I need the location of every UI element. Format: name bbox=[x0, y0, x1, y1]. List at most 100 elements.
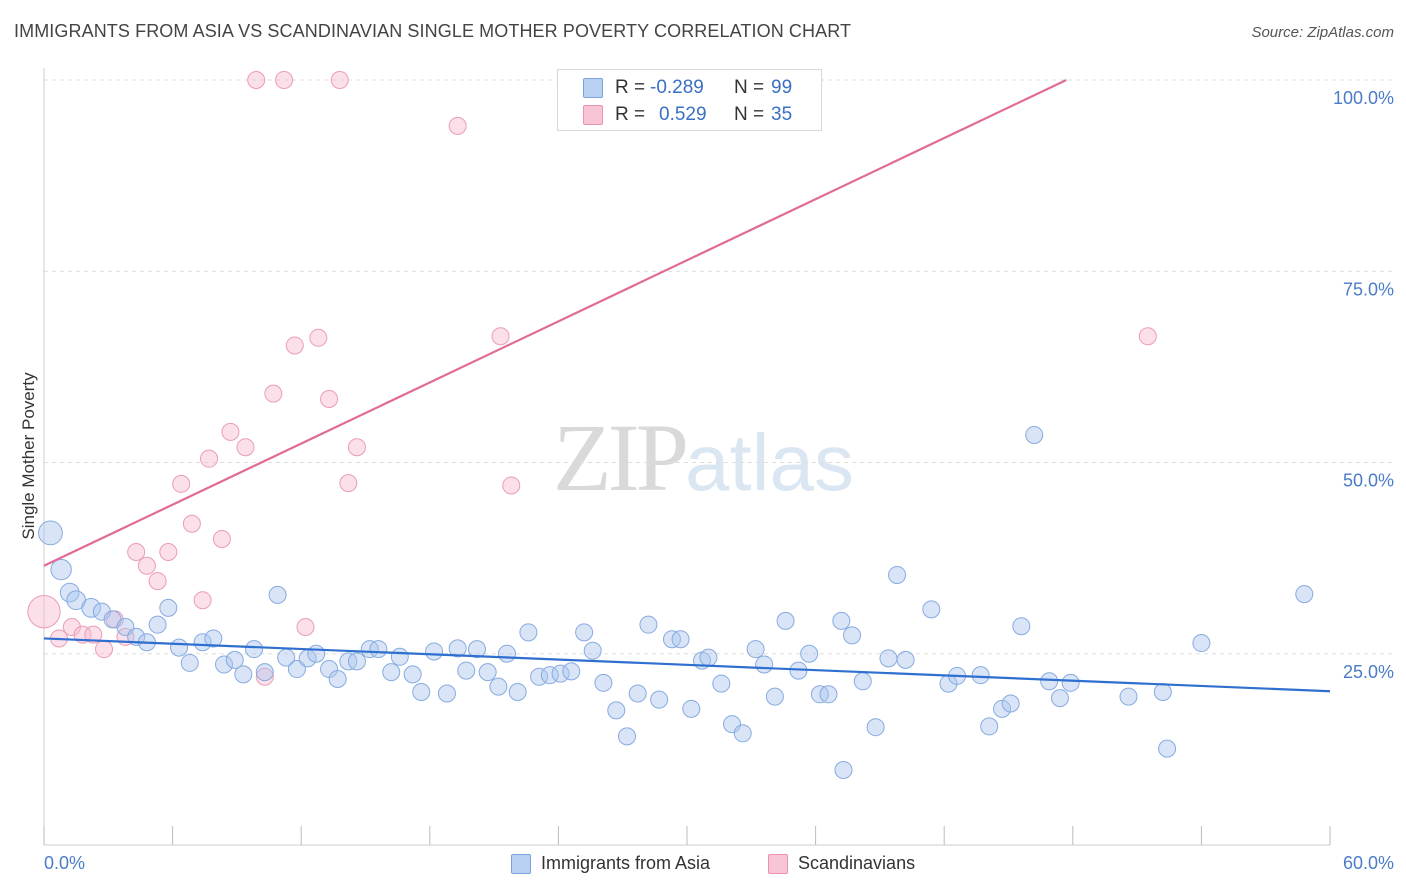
scandinavians-point bbox=[1138, 327, 1157, 346]
immigrants-asia-point bbox=[671, 630, 690, 649]
scandinavians-point bbox=[309, 328, 328, 347]
immigrants-asia-point bbox=[478, 663, 497, 682]
immigrants-asia-point bbox=[448, 639, 467, 658]
immigrants-asia-point bbox=[382, 663, 401, 682]
y-axis-title: Single Mother Poverty bbox=[19, 372, 38, 540]
immigrants-asia-point bbox=[980, 717, 999, 736]
scandinavians-point bbox=[347, 438, 366, 457]
y-tick-label: 75.0% bbox=[1343, 279, 1394, 299]
scandinavians-point bbox=[200, 449, 219, 468]
immigrants-asia-trendline bbox=[43, 637, 1331, 693]
scandinavians-point bbox=[330, 71, 349, 89]
immigrants-asia-point bbox=[497, 644, 516, 663]
scandinavians-point bbox=[212, 530, 231, 548]
immigrants-asia-point bbox=[1153, 683, 1172, 701]
immigrants-asia-point bbox=[1119, 687, 1138, 706]
bottom-legend-label: Scandinavians bbox=[798, 853, 916, 873]
scandinavians-point bbox=[275, 71, 294, 89]
y-tick-label: 100.0% bbox=[1333, 88, 1394, 108]
chart-title: IMMIGRANTS FROM ASIA VS SCANDINAVIAN SIN… bbox=[14, 21, 852, 41]
scandinavians-points bbox=[27, 71, 1157, 686]
immigrants-asia-point bbox=[993, 699, 1012, 718]
immigrants-asia-point bbox=[832, 611, 851, 630]
immigrants-asia-point bbox=[607, 701, 626, 720]
immigrants-asia-point bbox=[1192, 634, 1211, 653]
immigrants-asia-point bbox=[180, 653, 199, 672]
immigrants-asia-point bbox=[551, 664, 570, 683]
scandinavians-point bbox=[339, 474, 358, 493]
immigrants-asia-point bbox=[650, 690, 669, 709]
immigrants-asia-point bbox=[467, 640, 486, 659]
immigrants-asia-point bbox=[819, 685, 838, 704]
immigrants-asia-point bbox=[215, 655, 234, 674]
scandinavians-point bbox=[296, 617, 315, 636]
legend-swatch-pink bbox=[583, 105, 603, 125]
immigrants-asia-point bbox=[1050, 689, 1069, 708]
scandinavians-point bbox=[502, 476, 521, 495]
immigrants-asia-point bbox=[425, 642, 444, 661]
immigrants-asia-point bbox=[1040, 672, 1059, 691]
scandinavians-point bbox=[221, 422, 240, 441]
immigrants-asia-point bbox=[287, 660, 306, 679]
immigrants-asia-point bbox=[159, 598, 178, 617]
legend-row-scandinavians: R = 0.529 N = 35 bbox=[558, 100, 821, 128]
immigrants-asia-point bbox=[38, 520, 63, 546]
trend-layer bbox=[43, 79, 1331, 693]
immigrants-asia-point bbox=[225, 650, 244, 669]
immigrants-asia-point bbox=[866, 718, 885, 737]
immigrants-asia-point bbox=[369, 640, 388, 659]
immigrants-asia-point bbox=[699, 648, 718, 667]
watermark: ZIPatlas bbox=[553, 402, 854, 513]
scandinavians-point bbox=[182, 514, 201, 533]
x-tick-label: 0.0% bbox=[44, 853, 85, 873]
watermark-zip: ZIP bbox=[553, 404, 689, 511]
legend-r-value: 0.529 bbox=[659, 104, 707, 125]
legend-n-value: 99 bbox=[771, 77, 793, 98]
immigrants-asia-point bbox=[888, 565, 907, 584]
scandinavians-point bbox=[320, 390, 339, 409]
immigrants-asia-point bbox=[971, 666, 990, 685]
immigrants-asia-point bbox=[437, 684, 456, 703]
immigrants-asia-point bbox=[733, 724, 752, 743]
immigrants-asia-point bbox=[776, 611, 795, 630]
immigrants-asia-point bbox=[390, 647, 409, 666]
immigrants-asia-point bbox=[1025, 425, 1044, 444]
immigrants-asia-point bbox=[922, 600, 941, 619]
immigrants-asia-point bbox=[575, 623, 594, 642]
immigrants-asia-point bbox=[255, 663, 274, 682]
immigrants-asia-point bbox=[1158, 739, 1177, 758]
legend-n-label: N = bbox=[734, 104, 765, 125]
immigrants-asia-point bbox=[268, 585, 287, 604]
scandinavians-point bbox=[255, 667, 274, 686]
tick-label-layer: 25.0% 50.0% 75.0% 100.0% 0.0% 60.0% Single Mot… bbox=[19, 88, 1394, 873]
immigrants-asia-point bbox=[245, 640, 264, 659]
scandinavians-point bbox=[62, 617, 81, 636]
scandinavians-point bbox=[193, 591, 212, 610]
legend-row-immigrants-asia: R = -0.289 N = 99 bbox=[558, 73, 821, 101]
scandinavians-point bbox=[127, 543, 146, 562]
immigrants-asia-point bbox=[639, 615, 658, 634]
immigrants-asia-point bbox=[712, 674, 731, 693]
y-tick-label: 50.0% bbox=[1343, 471, 1394, 491]
immigrants-asia-point bbox=[347, 652, 366, 671]
scandinavians-point bbox=[84, 625, 103, 644]
immigrants-asia-point bbox=[562, 662, 581, 681]
immigrants-asia-point bbox=[628, 684, 647, 703]
immigrants-asia-point bbox=[765, 687, 784, 706]
immigrants-asia-point bbox=[682, 699, 701, 718]
immigrants-asia-point bbox=[1061, 673, 1080, 692]
source-label: Source: ZipAtlas.com bbox=[1251, 24, 1394, 41]
immigrants-asia-point bbox=[1295, 585, 1314, 604]
immigrants-asia-point bbox=[307, 644, 326, 663]
immigrants-asia-point bbox=[800, 644, 819, 663]
scandinavians-point bbox=[172, 474, 191, 493]
immigrants-asia-point bbox=[617, 727, 636, 746]
immigrants-asia-point bbox=[457, 661, 476, 680]
immigrants-asia-point bbox=[594, 673, 613, 692]
axis-layer bbox=[43, 68, 1331, 846]
immigrants-asia-point bbox=[59, 582, 80, 603]
immigrants-asia-point bbox=[879, 649, 898, 668]
immigrants-asia-point bbox=[834, 761, 853, 780]
scandinavians-point bbox=[95, 640, 114, 659]
scandinavians-point bbox=[247, 71, 266, 89]
